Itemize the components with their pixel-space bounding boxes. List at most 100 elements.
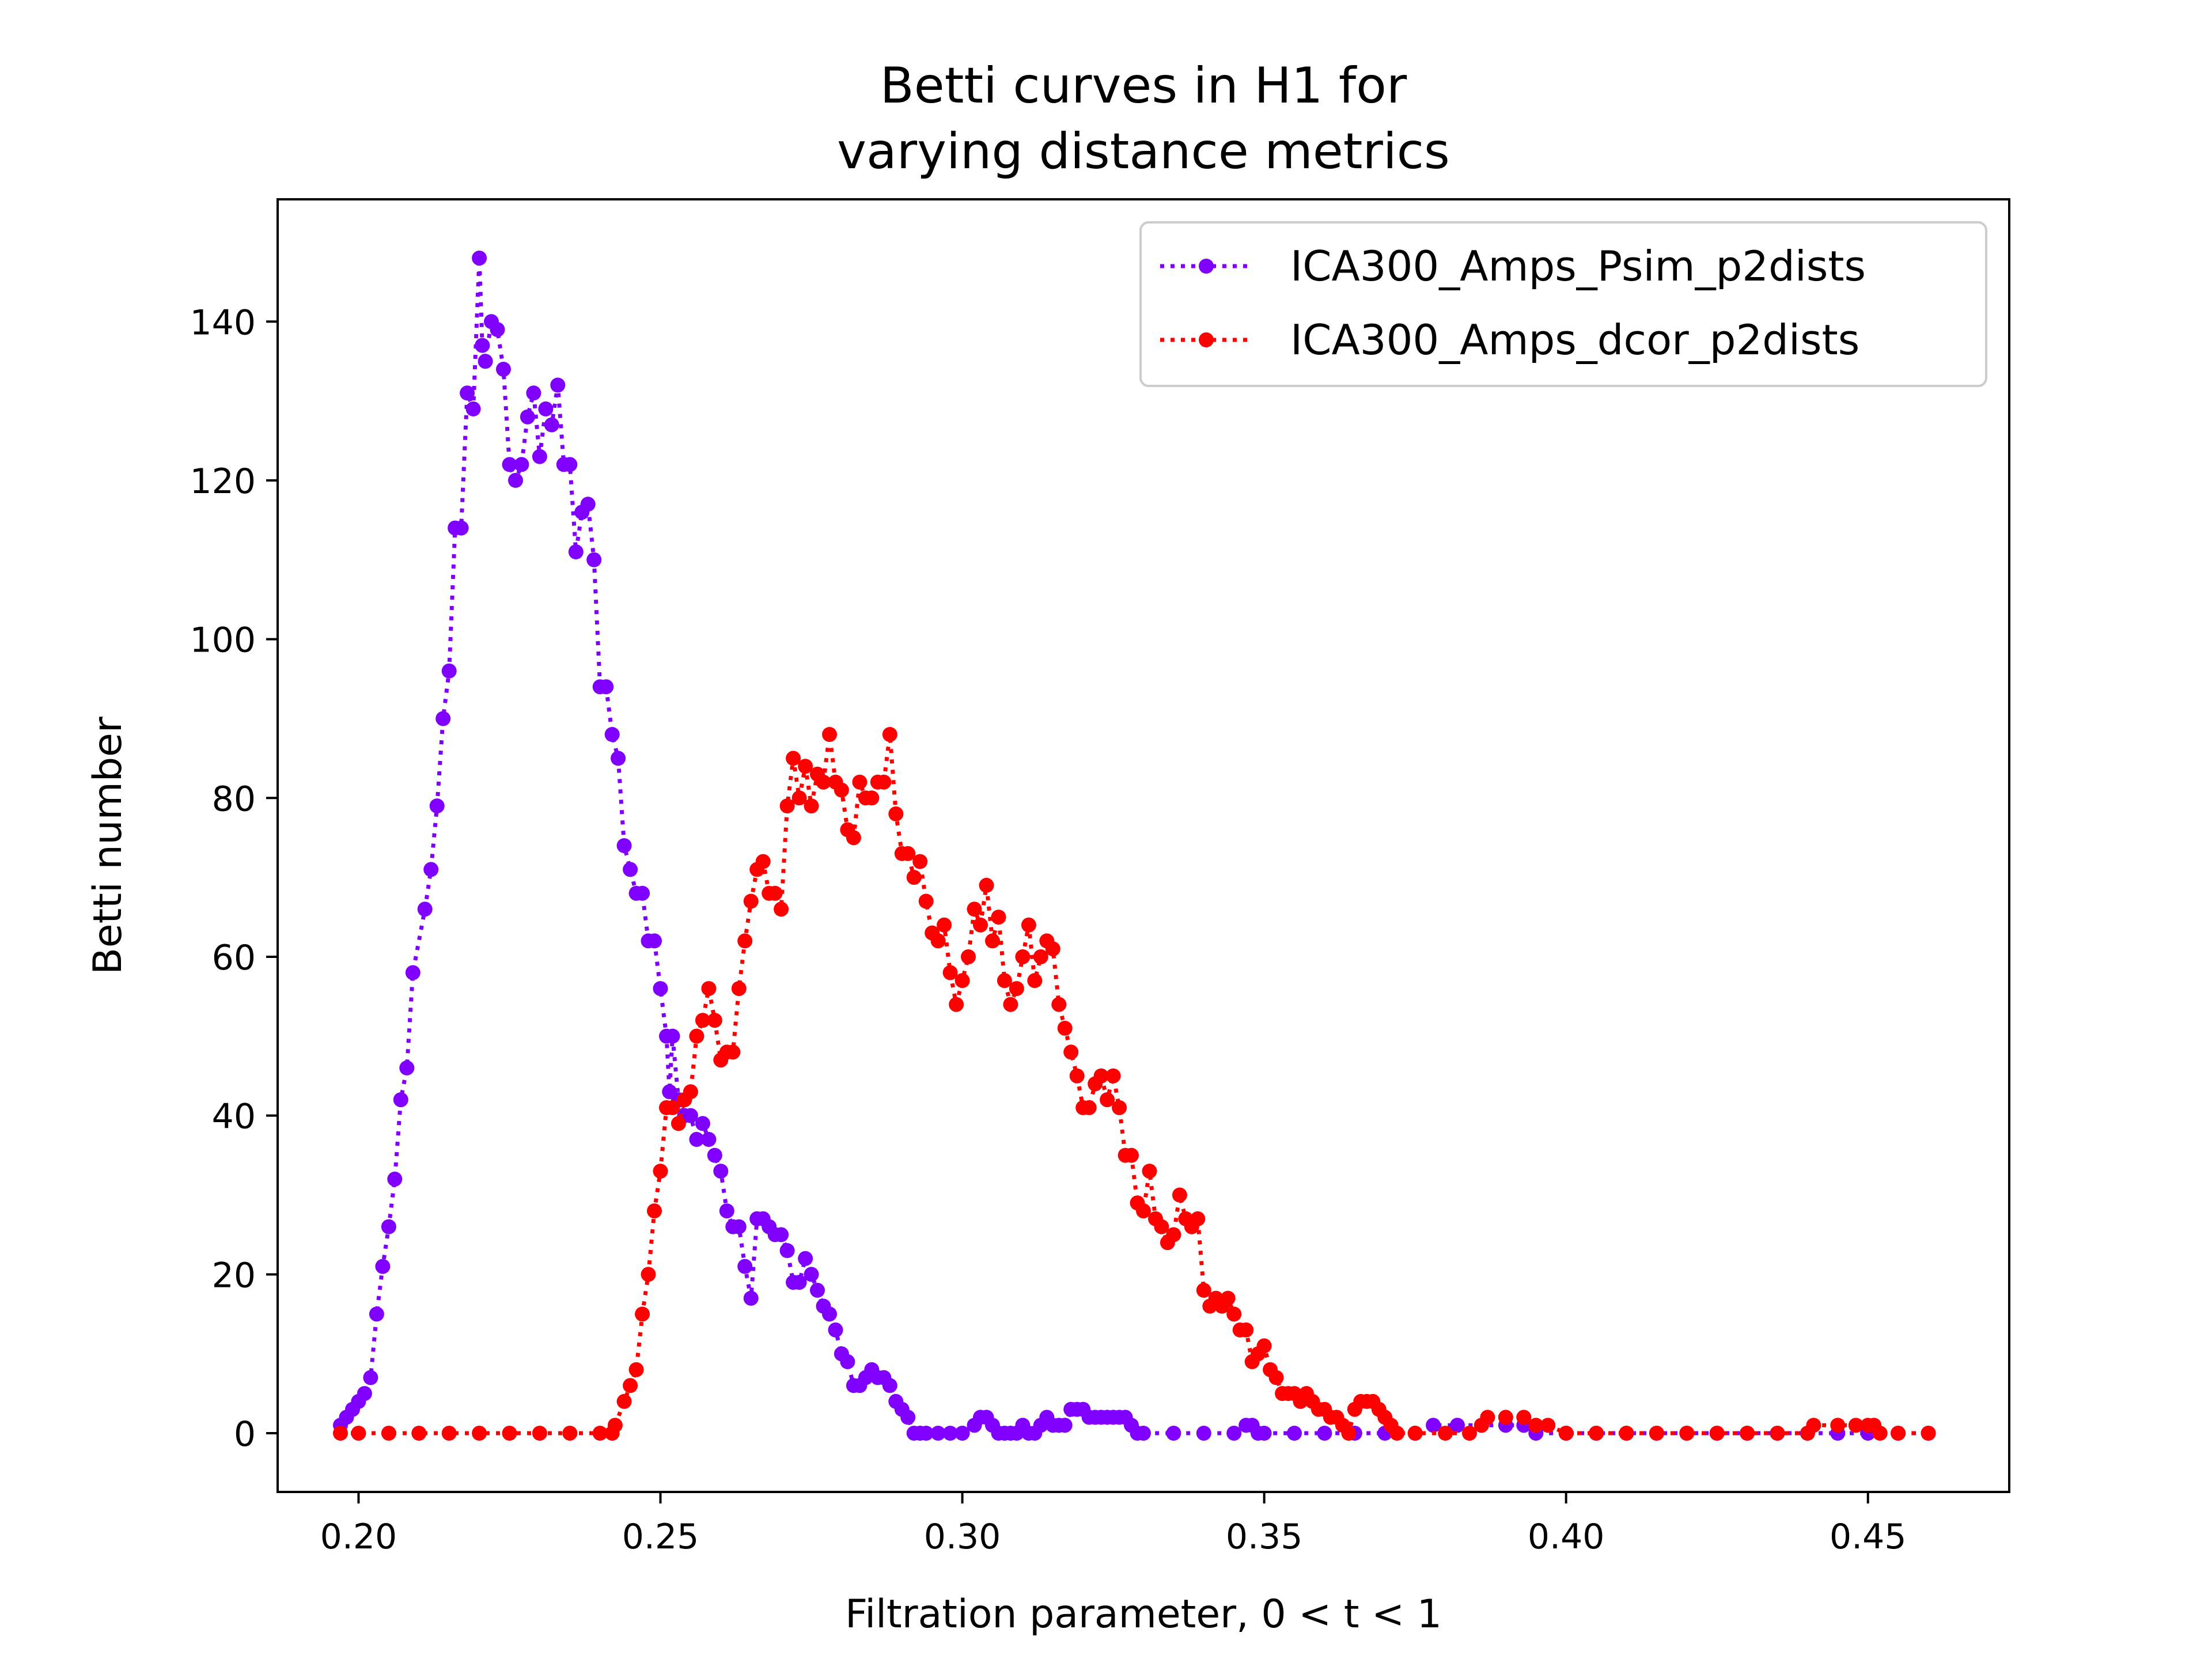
data-point: [1015, 949, 1031, 964]
data-point: [725, 1044, 741, 1060]
data-point: [1190, 1211, 1206, 1226]
data-point: [786, 751, 801, 766]
data-point: [1154, 1219, 1169, 1234]
data-point: [375, 1259, 391, 1274]
data-point: [930, 1426, 946, 1441]
data-point: [514, 457, 529, 472]
data-point: [1069, 1068, 1085, 1084]
data-point: [1045, 941, 1060, 957]
data-point: [737, 1259, 753, 1274]
data-point: [707, 1013, 722, 1028]
data-point: [888, 806, 904, 821]
data-point: [635, 885, 650, 901]
data-point: [822, 727, 837, 742]
data-point: [502, 1426, 517, 1441]
data-point: [520, 409, 535, 425]
data-point: [942, 965, 958, 980]
data-point: [1093, 1068, 1109, 1084]
plot-area: [333, 251, 1936, 1441]
legend-label-psim: ICA300_Amps_Psim_p2dists: [1290, 242, 1866, 290]
data-point: [1009, 981, 1024, 997]
data-point: [399, 1060, 415, 1075]
data-point: [791, 1275, 807, 1290]
data-point: [798, 759, 813, 774]
data-point: [973, 917, 988, 933]
y-tick-label: 140: [190, 302, 256, 343]
x-tick-label: 0.20: [320, 1517, 397, 1557]
data-point: [478, 354, 493, 369]
data-point: [1166, 1227, 1181, 1243]
data-point: [1540, 1418, 1556, 1433]
data-point: [653, 1164, 668, 1179]
data-point: [755, 854, 771, 869]
data-point: [562, 457, 578, 472]
data-point: [435, 711, 451, 726]
data-point: [731, 1219, 747, 1234]
data-point: [852, 774, 868, 790]
y-tick-label: 120: [190, 461, 256, 502]
data-point: [465, 401, 481, 416]
data-point: [333, 1426, 348, 1441]
data-point: [472, 1426, 487, 1441]
data-point: [1021, 917, 1036, 933]
data-point: [985, 933, 1000, 949]
data-point: [623, 1378, 638, 1393]
data-point: [683, 1108, 698, 1123]
data-point: [955, 1426, 970, 1441]
x-tick-label: 0.30: [924, 1517, 1001, 1557]
data-point: [369, 1306, 384, 1322]
data-point: [937, 917, 952, 933]
data-point: [967, 902, 982, 917]
data-point: [1051, 997, 1067, 1012]
data-point: [774, 902, 789, 917]
data-point: [592, 1426, 608, 1441]
data-point: [363, 1370, 378, 1385]
data-point: [508, 472, 523, 488]
data-point: [1589, 1426, 1604, 1441]
data-point: [798, 1251, 813, 1266]
data-point: [846, 830, 861, 846]
data-point: [405, 965, 421, 980]
data-point: [804, 1267, 819, 1282]
y-tick-label: 80: [212, 779, 256, 819]
data-point: [1872, 1426, 1888, 1441]
data-point: [580, 497, 596, 512]
data-point: [1112, 1100, 1127, 1115]
x-tick-label: 0.40: [1528, 1517, 1605, 1557]
legend-label-dcor: ICA300_Amps_dcor_p2dists: [1290, 316, 1859, 364]
data-point: [701, 981, 717, 997]
data-point: [1081, 1100, 1097, 1115]
data-point: [774, 1227, 789, 1243]
data-point: [1136, 1426, 1151, 1441]
chart-title-line-2: varying distance metrics: [837, 123, 1450, 180]
data-point: [387, 1171, 403, 1187]
data-point: [599, 679, 614, 695]
data-point: [906, 870, 922, 885]
data-point: [502, 457, 517, 472]
data-point: [1389, 1426, 1405, 1441]
data-point: [1057, 1418, 1073, 1433]
data-point: [490, 322, 505, 338]
y-axis-label: Betti number: [85, 717, 131, 975]
data-point: [779, 1243, 795, 1258]
x-axis-ticks: 0.20 0.25 0.30 0.35 0.40 0.45: [320, 1492, 1907, 1557]
data-point: [912, 854, 928, 869]
data-point: [864, 790, 880, 806]
data-point: [526, 385, 541, 401]
data-point: [562, 1426, 578, 1441]
data-point: [930, 933, 946, 949]
chart-title-line-1: Betti curves in H1 for: [880, 57, 1407, 115]
data-point: [460, 385, 475, 401]
data-point: [1166, 1426, 1181, 1441]
data-point: [1480, 1410, 1495, 1425]
data-point: [1528, 1418, 1544, 1433]
data-point: [393, 1092, 408, 1108]
legend-marker-psim: [1199, 259, 1214, 274]
legend: ICA300_Amps_Psim_p2dists ICA300_Amps_dco…: [1139, 221, 1987, 387]
data-point: [475, 338, 490, 353]
data-point: [779, 798, 795, 814]
data-point: [979, 877, 994, 893]
data-point: [1100, 1092, 1115, 1108]
data-point: [1226, 1306, 1242, 1322]
